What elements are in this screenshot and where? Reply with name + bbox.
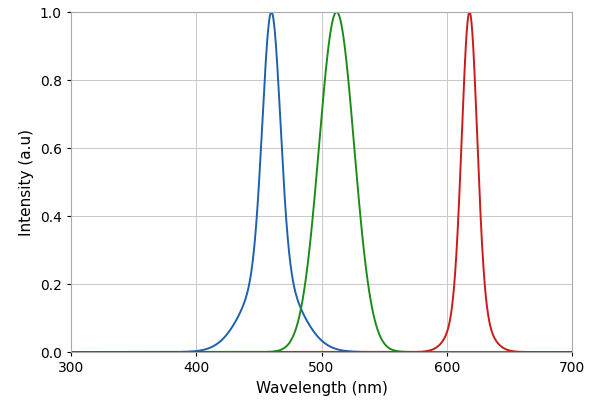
Y-axis label: Intensity (a.u): Intensity (a.u) (19, 128, 34, 236)
X-axis label: Wavelength (nm): Wavelength (nm) (255, 380, 388, 396)
